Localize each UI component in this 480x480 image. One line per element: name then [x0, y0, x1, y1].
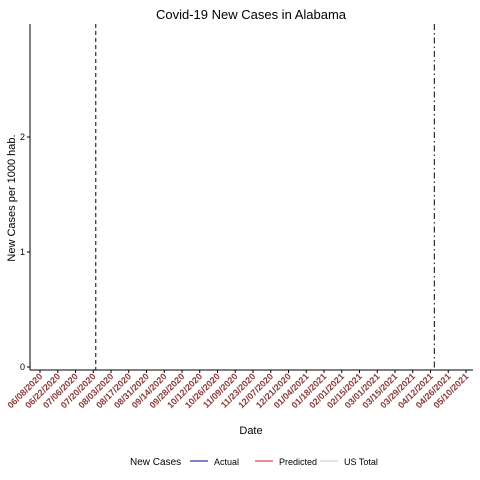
- y-tick-label: 2: [20, 132, 25, 142]
- legend-item-label: Predicted: [279, 457, 317, 467]
- y-axis-title: New Cases per 1000 hab.: [6, 134, 18, 261]
- legend: New Cases Actual Predicted US Total: [130, 457, 378, 468]
- y-tick-label: 0: [20, 362, 25, 372]
- plot-area: 01206/08/202006/22/202007/06/202007/20/2…: [5, 24, 473, 410]
- x-axis-title: Date: [239, 425, 262, 437]
- legend-item-label: Actual: [214, 457, 239, 467]
- y-tick-label: 1: [20, 247, 25, 257]
- legend-title: New Cases: [130, 457, 181, 468]
- legend-item-label: US Total: [344, 457, 378, 467]
- legend-items: Actual Predicted US Total: [190, 457, 378, 467]
- chart-title: Covid-19 New Cases in Alabama: [156, 7, 347, 22]
